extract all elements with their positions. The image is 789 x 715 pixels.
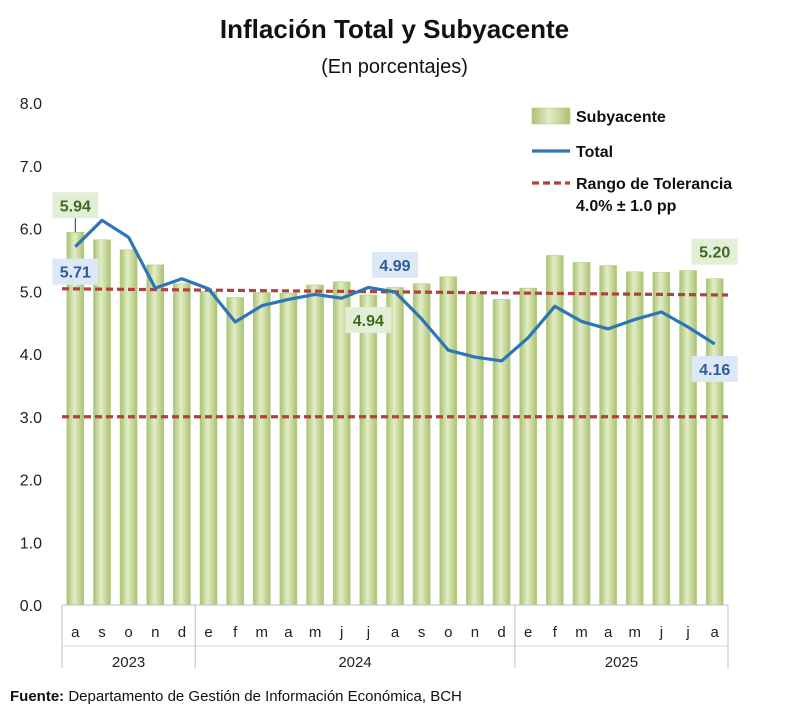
bar [173,283,191,606]
bar [412,283,431,606]
x-tick-label: n [151,624,159,641]
x-tick-label: d [178,624,186,641]
x-tick-label: d [497,624,505,641]
x-tick-label: a [284,624,293,641]
data-label: 4.99 [379,258,410,275]
data-label-box [372,251,418,278]
data-label-box [691,355,738,382]
x-tick-label: s [418,624,426,641]
source-text: Departamento de Gestión de Información E… [68,688,462,705]
bar [466,292,484,606]
year-label: 2023 [112,654,145,671]
legend: Subyacente Total Rango de Tolerancia 4.0% ±… [531,107,732,215]
x-tick-label: e [204,624,212,641]
source-label: Fuente: [10,688,65,705]
bar [492,299,511,606]
data-label: 5.20 [699,245,730,262]
bar [652,272,671,606]
y-tick-label: 0.0 [20,598,42,615]
bar [439,276,458,606]
x-tick-label: j [366,624,370,641]
chart-title: Inflación Total y Subyacente [219,14,570,44]
x-tick-label: e [524,624,532,641]
bar [599,265,617,606]
legend-label-tolerance: Rango de Tolerancia [576,176,732,193]
x-tick-label: j [339,624,343,641]
legend-label-tolerance-range: 4.0% ± 1.0 pp [576,198,677,215]
x-tick-label: a [391,624,400,641]
x-tick-label: o [444,624,452,641]
x-tick-label: f [233,624,238,641]
data-label: 5.71 [60,265,91,282]
y-tick-label: 2.0 [20,473,42,490]
y-tick-label: 1.0 [20,535,42,552]
data-label-box [345,307,392,334]
total-line-group [74,218,716,363]
bar [705,278,724,606]
bar [93,239,111,606]
data-label-box [52,192,99,219]
x-tick-label: f [553,624,558,641]
source-note: Fuente: Departamento de Gestión de Infor… [10,688,462,705]
x-tick-label: j [685,624,689,641]
bar [572,262,591,606]
bar [306,284,324,606]
y-tick-label: 8.0 [20,96,42,113]
bar [119,249,138,606]
bar [359,294,378,606]
year-label: 2025 [605,654,638,671]
legend-label-subyacente: Subyacente [576,109,666,126]
x-tick-label: m [575,624,588,641]
data-label-box [52,258,99,285]
bar [253,292,271,606]
x-tick-label: s [98,624,106,641]
year-label: 2024 [338,654,371,671]
legend-swatch-subyacente [531,107,571,125]
bar [279,292,298,606]
y-tick-label: 5.0 [20,284,42,301]
x-tick-label: a [604,624,613,641]
x-tick-label: o [124,624,132,641]
x-tick-label: m [629,624,642,641]
y-tick-label: 7.0 [20,159,42,176]
bar [386,287,404,606]
legend-label-total: Total [576,144,613,161]
annotations-group: 5.94 5.71 4.99 4.94 5.20 4.16 [52,192,738,382]
bar [199,290,218,606]
axis-group: 0.01.02.03.04.05.06.07.08.0a s o n d e f m a m j j a… [20,96,729,671]
y-tick-label: 6.0 [20,222,42,239]
x-tick-label: a [711,624,720,641]
x-tick-label: j [659,624,663,641]
x-tick-label: m [309,624,322,641]
data-label: 5.94 [60,198,91,215]
total-line [74,218,716,363]
x-tick-label: m [256,624,269,641]
data-label: 4.94 [353,313,384,330]
y-tick-label: 3.0 [20,410,42,427]
data-label: 4.16 [699,362,730,379]
bar [226,297,244,606]
y-tick-label: 4.0 [20,347,42,364]
bar [679,270,697,606]
bars-group [66,231,724,606]
data-label-box [691,238,738,265]
x-tick-label: a [71,624,80,641]
x-tick-label: n [471,624,479,641]
chart-subtitle: (En porcentajes) [321,56,468,78]
bar [146,264,165,606]
